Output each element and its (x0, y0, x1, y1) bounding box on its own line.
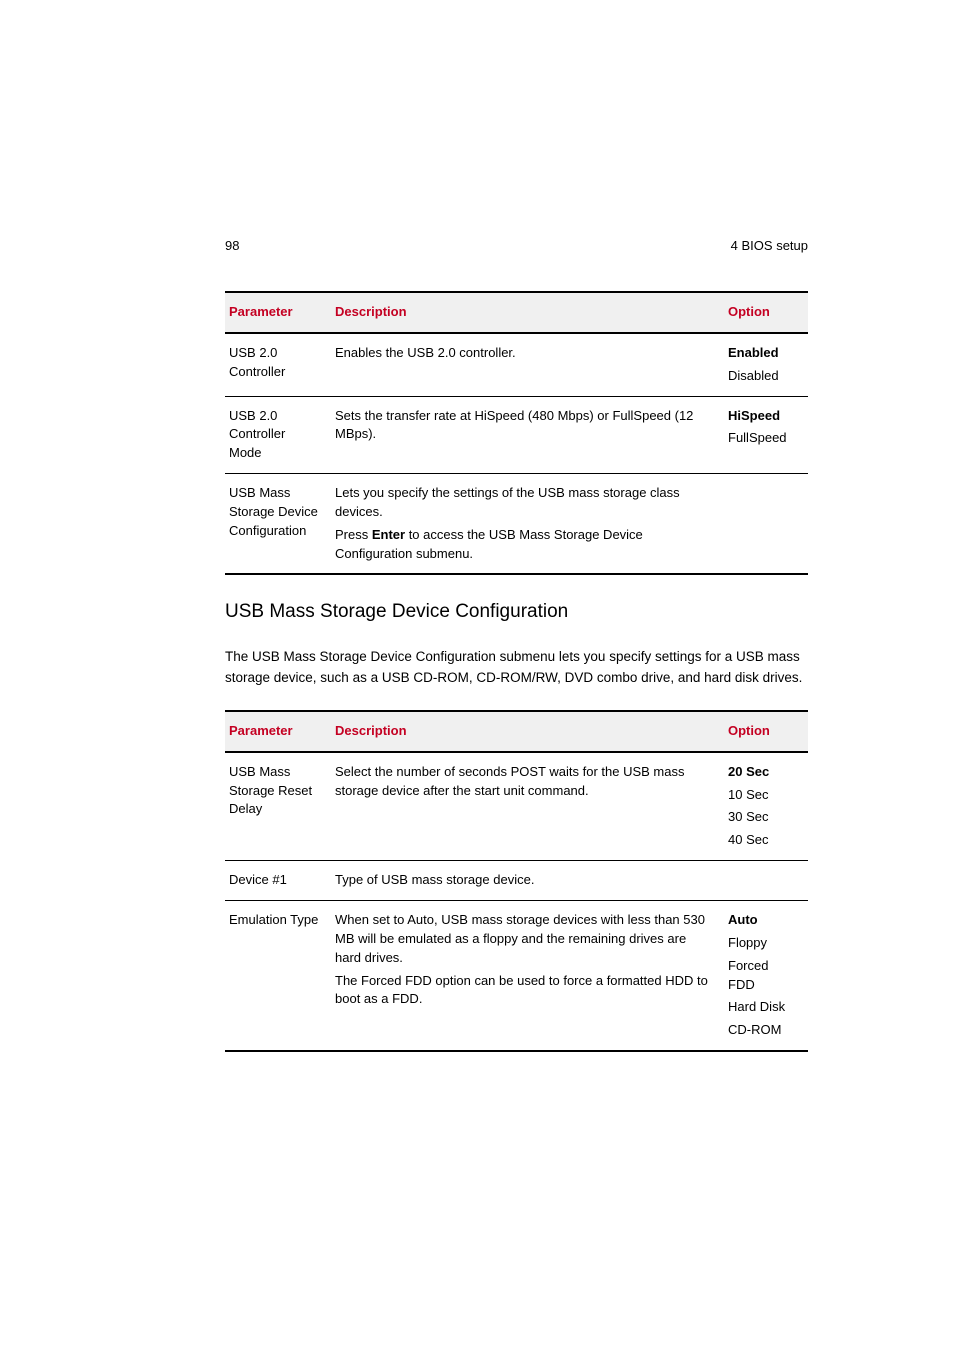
option-alt: Forced FDD (728, 957, 798, 995)
header-option: Option (724, 292, 808, 333)
desc-cell: Lets you specify the settings of the USB… (331, 474, 724, 575)
option-cell (724, 861, 808, 901)
param-cell: USB Mass Storage Reset Delay (225, 752, 331, 861)
option-default: Enabled (728, 344, 798, 363)
table-header-row: Parameter Description Option (225, 711, 808, 752)
option-cell: Enabled Disabled (724, 333, 808, 396)
desc-text: Type of USB mass storage device. (335, 871, 714, 890)
desc-text: Lets you specify the settings of the USB… (335, 484, 714, 522)
option-alt: Disabled (728, 367, 798, 386)
table-header-row: Parameter Description Option (225, 292, 808, 333)
page-number: 98 (225, 238, 239, 253)
option-cell (724, 474, 808, 575)
desc-cell: Select the number of seconds POST waits … (331, 752, 724, 861)
desc-cell: When set to Auto, USB mass storage devic… (331, 901, 724, 1052)
param-cell: USB 2.0 Controller Mode (225, 396, 331, 474)
option-default: 20 Sec (728, 763, 798, 782)
table-row: USB 2.0 Controller Mode Sets the transfe… (225, 396, 808, 474)
desc-cell: Type of USB mass storage device. (331, 861, 724, 901)
desc-span: Press (335, 527, 372, 542)
desc-text: Press Enter to access the USB Mass Stora… (335, 526, 714, 564)
table-row: Device #1 Type of USB mass storage devic… (225, 861, 808, 901)
desc-cell: Sets the transfer rate at HiSpeed (480 M… (331, 396, 724, 474)
table-row: USB 2.0 Controller Enables the USB 2.0 c… (225, 333, 808, 396)
option-cell: HiSpeed FullSpeed (724, 396, 808, 474)
table-row: USB Mass Storage Reset Delay Select the … (225, 752, 808, 861)
header-option: Option (724, 711, 808, 752)
option-alt: 10 Sec (728, 786, 798, 805)
desc-text: When set to Auto, USB mass storage devic… (335, 911, 714, 968)
table-row: Emulation Type When set to Auto, USB mas… (225, 901, 808, 1052)
option-cell: 20 Sec 10 Sec 30 Sec 40 Sec (724, 752, 808, 861)
desc-text: Select the number of seconds POST waits … (335, 763, 714, 801)
option-alt: Hard Disk (728, 998, 798, 1017)
desc-text: The Forced FDD option can be used to for… (335, 972, 714, 1010)
param-cell: USB 2.0 Controller (225, 333, 331, 396)
option-alt: CD-ROM (728, 1021, 798, 1040)
header-parameter: Parameter (225, 292, 331, 333)
intro-paragraph: The USB Mass Storage Device Configuratio… (225, 647, 808, 688)
desc-text: Enables the USB 2.0 controller. (335, 344, 714, 363)
header-description: Description (331, 711, 724, 752)
header-parameter: Parameter (225, 711, 331, 752)
param-cell: Device #1 (225, 861, 331, 901)
param-cell: USB Mass Storage Device Configuration (225, 474, 331, 575)
header-description: Description (331, 292, 724, 333)
desc-cell: Enables the USB 2.0 controller. (331, 333, 724, 396)
param-cell: Emulation Type (225, 901, 331, 1052)
option-default: Auto (728, 911, 798, 930)
option-alt: Floppy (728, 934, 798, 953)
option-cell: Auto Floppy Forced FDD Hard Disk CD-ROM (724, 901, 808, 1052)
usb-controller-table: Parameter Description Option USB 2.0 Con… (225, 291, 808, 575)
running-header: 98 4 BIOS setup (225, 238, 808, 253)
desc-enter-key: Enter (372, 527, 405, 542)
table-row: USB Mass Storage Device Configuration Le… (225, 474, 808, 575)
option-alt: FullSpeed (728, 429, 798, 448)
desc-text: Sets the transfer rate at HiSpeed (480 M… (335, 407, 714, 445)
chapter-title: 4 BIOS setup (731, 238, 808, 253)
option-alt: 40 Sec (728, 831, 798, 850)
option-default: HiSpeed (728, 407, 798, 426)
usb-mass-storage-table: Parameter Description Option USB Mass St… (225, 710, 808, 1052)
option-alt: 30 Sec (728, 808, 798, 827)
section-heading: USB Mass Storage Device Configuration (225, 601, 808, 623)
